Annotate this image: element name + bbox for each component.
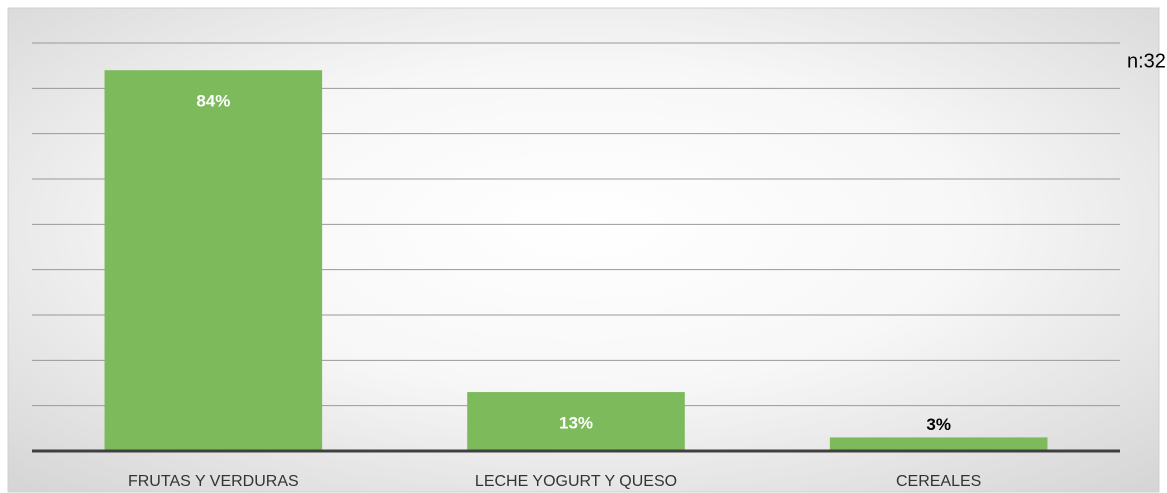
data-label: 84%: [196, 92, 230, 111]
data-label: 3%: [926, 415, 951, 434]
bar: [829, 437, 1048, 451]
data-label: 13%: [559, 414, 593, 433]
x-tick-label: CEREALES: [896, 473, 981, 490]
annotation: n:32: [1127, 50, 1166, 72]
bar: [467, 392, 685, 451]
x-tick-label: FRUTAS Y VERDURAS: [128, 473, 299, 490]
bar: [104, 70, 323, 451]
x-tick-label: LECHE YOGURT Y QUESO: [475, 473, 677, 490]
